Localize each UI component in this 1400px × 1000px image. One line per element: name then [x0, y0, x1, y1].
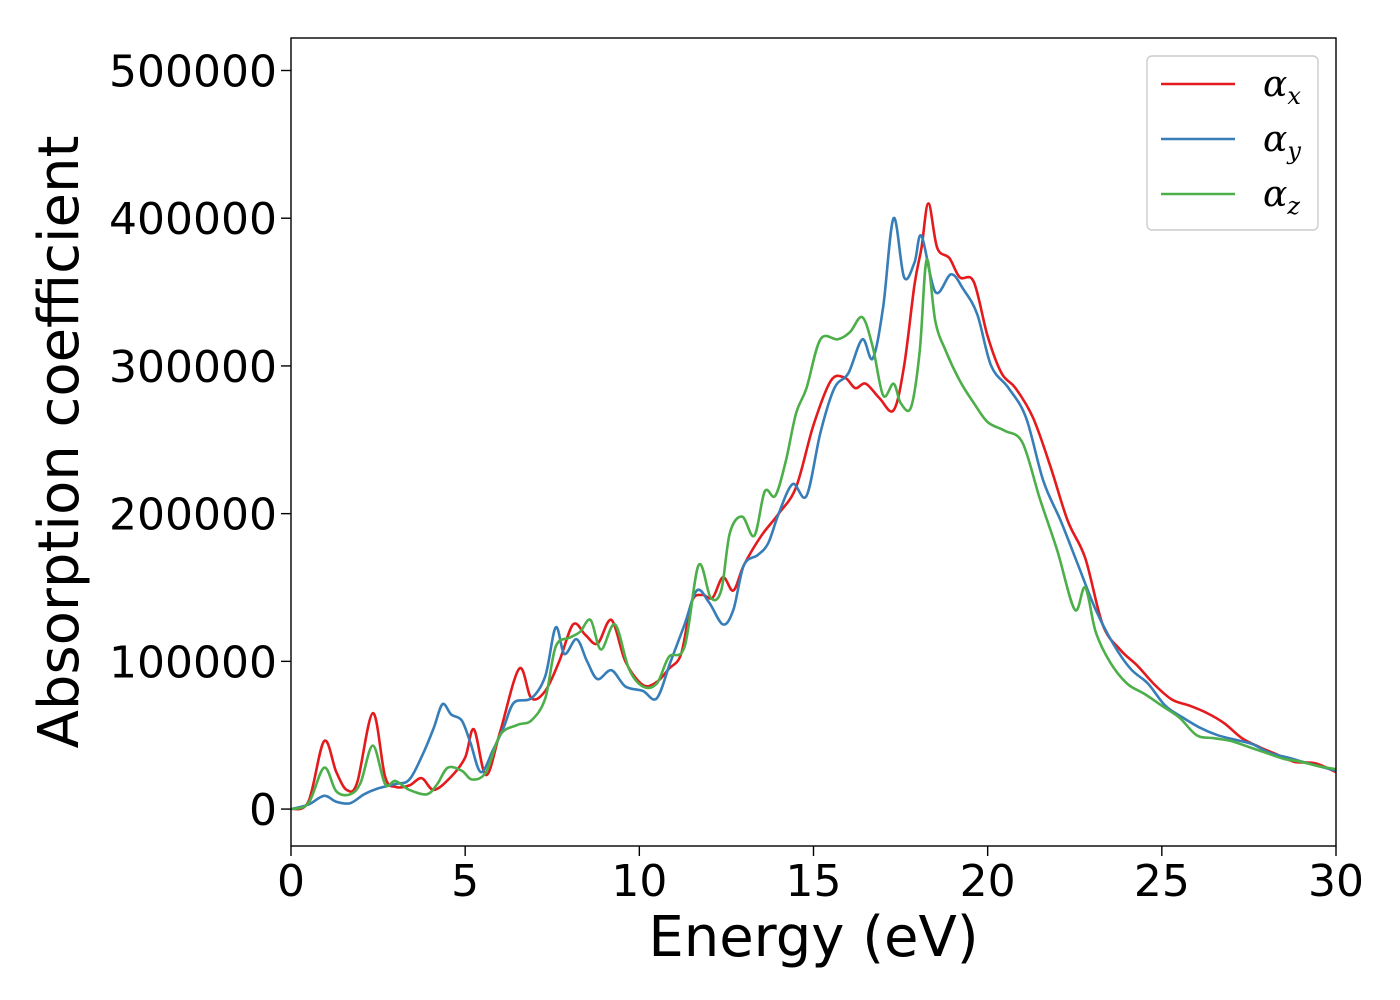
y-tick-label: 300000 [109, 342, 277, 393]
plot-lines [291, 202, 1336, 811]
legend-subscript: x [1287, 82, 1301, 110]
legend-label-y: αy [1263, 119, 1301, 165]
legend-symbol: α [1263, 64, 1287, 105]
x-tick-label: 30 [1308, 856, 1364, 907]
y-tick-label: 0 [249, 785, 277, 836]
legend-symbol: α [1263, 174, 1287, 215]
x-tick-label: 0 [277, 856, 305, 907]
y-axis-ticks: 0 100000 200000 300000 400000 500000 [109, 46, 291, 836]
legend-label-x: αx [1263, 64, 1301, 110]
x-tick-label: 10 [611, 856, 667, 907]
x-tick-label: 5 [451, 856, 479, 907]
x-axis-title: Energy (eV) [648, 905, 978, 970]
series-line-z [291, 258, 1336, 811]
legend-subscript: y [1286, 137, 1301, 165]
legend-symbol: α [1263, 119, 1287, 160]
legend-subscript: z [1286, 192, 1300, 220]
y-axis-title: Absorption coefficient [27, 136, 92, 749]
series-line-y [291, 216, 1336, 811]
y-tick-label: 100000 [109, 637, 277, 688]
x-tick-label: 20 [960, 856, 1016, 907]
y-tick-label: 500000 [109, 46, 277, 97]
y-tick-label: 200000 [109, 490, 277, 541]
legend-label-z: αz [1263, 174, 1300, 220]
x-axis-ticks: 0 5 10 15 20 25 30 [277, 846, 1364, 907]
legend-box [1146, 55, 1319, 231]
y-tick-label: 400000 [109, 194, 277, 245]
x-tick-label: 25 [1134, 856, 1190, 907]
x-tick-label: 15 [786, 856, 842, 907]
